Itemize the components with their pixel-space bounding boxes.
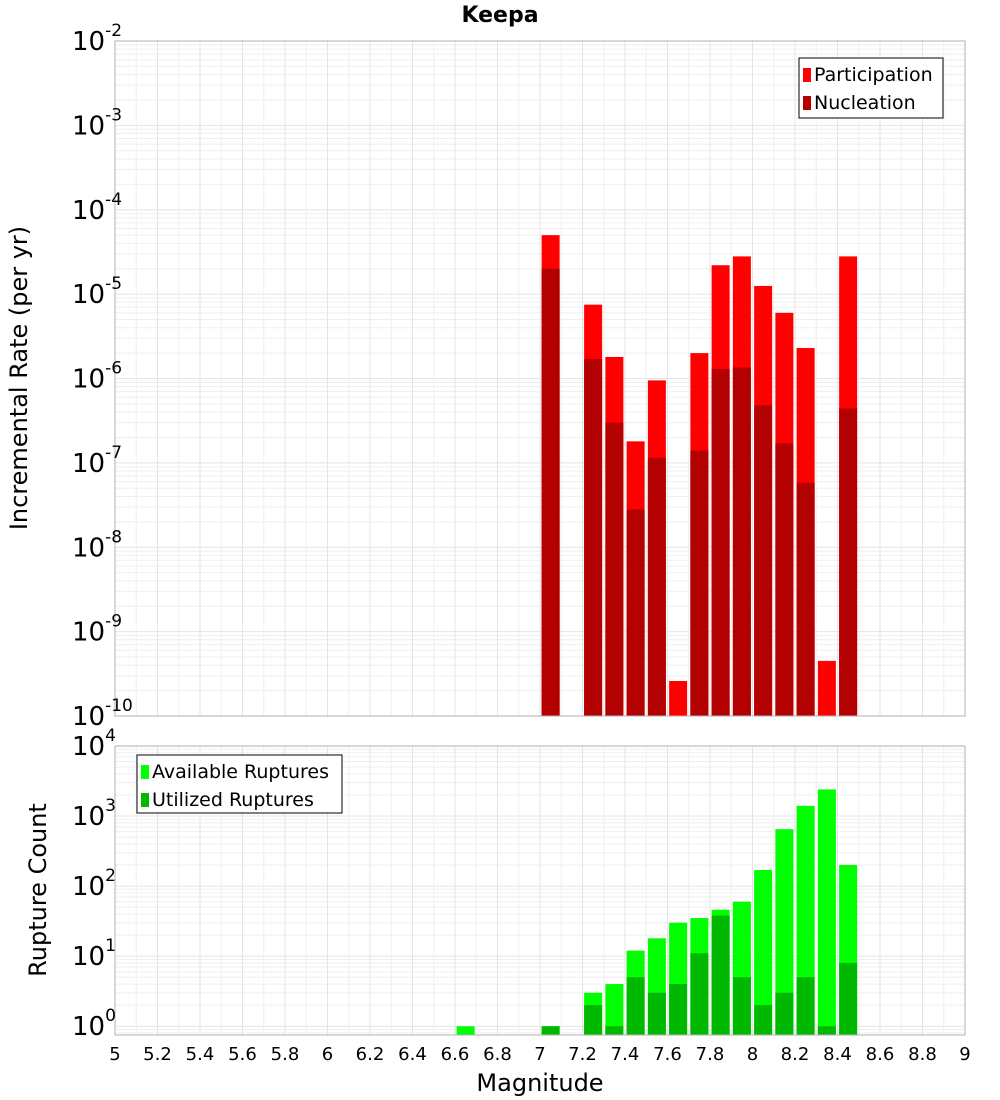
count-y-ticks: 100 101 102 103 104 <box>72 726 116 1042</box>
rate-y-axis-label: Incremental Rate (per yr) <box>5 226 33 530</box>
y-tick-label: 100 <box>72 1006 116 1042</box>
y-tick-label: 10-2 <box>72 21 122 57</box>
count-y-axis-label: Rupture Count <box>24 803 52 977</box>
bar-nucleation <box>796 482 815 716</box>
y-tick-label: 101 <box>72 936 116 972</box>
x-tick-label: 8.2 <box>781 1044 810 1065</box>
bar-utilized-ruptures <box>584 1005 603 1035</box>
bar-nucleation <box>754 405 773 716</box>
legend-label: Utilized Ruptures <box>152 789 314 811</box>
x-tick-label: 8.6 <box>866 1044 895 1065</box>
y-tick-label: 10-3 <box>72 105 122 141</box>
rate-grid <box>114 40 966 717</box>
count-bars <box>456 789 858 1035</box>
bar-available-ruptures <box>817 789 836 1035</box>
x-tick-label: 6 <box>322 1044 333 1065</box>
bar-utilized-ruptures <box>711 915 730 1035</box>
x-tick-label: 5.6 <box>228 1044 257 1065</box>
x-tick-label: 6.2 <box>356 1044 385 1065</box>
y-tick-label: 103 <box>72 796 116 832</box>
x-tick-label: 6.6 <box>441 1044 470 1065</box>
y-tick-label: 10-5 <box>72 274 122 310</box>
x-tick-label: 7.4 <box>611 1044 640 1065</box>
x-tick-label: 6.4 <box>398 1044 427 1065</box>
bar-utilized-ruptures <box>669 984 688 1035</box>
x-tick-labels: 5 5.2 5.4 5.6 5.8 6 6.2 6.4 6.6 6.8 7 7.2 7.4 7.6 7.8 8… <box>109 1044 970 1065</box>
x-tick-label: 7.2 <box>568 1044 597 1065</box>
bar-participation <box>817 660 836 716</box>
x-tick-label: 9 <box>959 1044 970 1065</box>
legend-swatch <box>141 793 149 807</box>
bar-nucleation <box>605 422 624 716</box>
bar-nucleation <box>839 408 858 716</box>
bar-available-ruptures <box>775 829 794 1035</box>
bar-nucleation <box>584 359 603 716</box>
bar-nucleation <box>711 368 730 716</box>
x-tick-label: 8.8 <box>908 1044 937 1065</box>
x-tick-label: 6.8 <box>483 1044 512 1065</box>
x-tick-label: 7.6 <box>653 1044 682 1065</box>
x-tick-label: 8.4 <box>823 1044 852 1065</box>
x-tick-label: 5.2 <box>143 1044 172 1065</box>
bar-utilized-ruptures <box>647 992 666 1035</box>
y-tick-label: 10-7 <box>72 443 122 479</box>
bar-utilized-ruptures <box>541 1026 560 1035</box>
x-axis-label: Magnitude <box>476 1069 603 1097</box>
x-tick-label: 5 <box>109 1044 120 1065</box>
legend-label: Available Ruptures <box>152 761 329 783</box>
bar-nucleation <box>541 268 560 716</box>
x-tick-label: 5.8 <box>271 1044 300 1065</box>
y-tick-label: 102 <box>72 866 116 902</box>
bar-nucleation <box>732 367 751 716</box>
legend-label: Participation <box>814 64 933 86</box>
x-tick-label: 5.4 <box>186 1044 215 1065</box>
y-tick-label: 10-9 <box>72 612 122 648</box>
bar-utilized-ruptures <box>775 992 794 1035</box>
bar-available-ruptures <box>456 1026 475 1035</box>
y-tick-label: 10-4 <box>72 190 122 226</box>
bar-utilized-ruptures <box>626 977 645 1035</box>
bar-utilized-ruptures <box>817 1026 836 1035</box>
x-tick-label: 7.8 <box>696 1044 725 1065</box>
chart-title: Keepa <box>461 3 538 28</box>
bar-utilized-ruptures <box>690 953 709 1035</box>
rate-y-ticks: 10-10 10-9 10-8 10-7 10-6 10-5 10-4 10-3 10-2 <box>72 21 133 732</box>
x-tick-label: 7 <box>534 1044 545 1065</box>
x-tick-label: 8 <box>747 1044 758 1065</box>
bar-utilized-ruptures <box>839 962 858 1035</box>
rate-panel: 10-10 10-9 10-8 10-7 10-6 10-5 10-4 10-3 10-2 In… <box>5 21 966 732</box>
legend-swatch <box>803 68 811 82</box>
count-legend: Available Ruptures Utilized Ruptures <box>136 754 343 814</box>
legend-swatch <box>803 96 811 110</box>
count-plot-frame <box>114 745 966 1036</box>
bar-utilized-ruptures <box>605 1026 624 1035</box>
bar-utilized-ruptures <box>754 1005 773 1035</box>
y-tick-label: 104 <box>72 726 116 762</box>
rate-plot-frame <box>114 40 966 717</box>
legend-swatch <box>141 765 149 779</box>
y-tick-label: 10-10 <box>72 696 133 732</box>
y-tick-label: 10-6 <box>72 359 122 395</box>
bar-available-ruptures <box>754 869 773 1035</box>
bar-available-ruptures <box>605 984 624 1035</box>
rate-bars <box>541 235 858 716</box>
count-panel: 100 101 102 103 104 Rupture Count Available … <box>24 726 971 1097</box>
bar-utilized-ruptures <box>796 977 815 1035</box>
legend-box <box>136 754 343 814</box>
bar-nucleation <box>647 457 666 716</box>
bar-nucleation <box>626 509 645 716</box>
bar-nucleation <box>690 450 709 716</box>
legend-label: Nucleation <box>814 92 916 114</box>
bar-participation <box>669 680 688 716</box>
bar-utilized-ruptures <box>732 977 751 1035</box>
rate-legend: Participation Nucleation <box>798 57 944 119</box>
y-tick-label: 10-8 <box>72 527 122 563</box>
legend-box <box>798 57 944 119</box>
bar-nucleation <box>775 443 794 716</box>
